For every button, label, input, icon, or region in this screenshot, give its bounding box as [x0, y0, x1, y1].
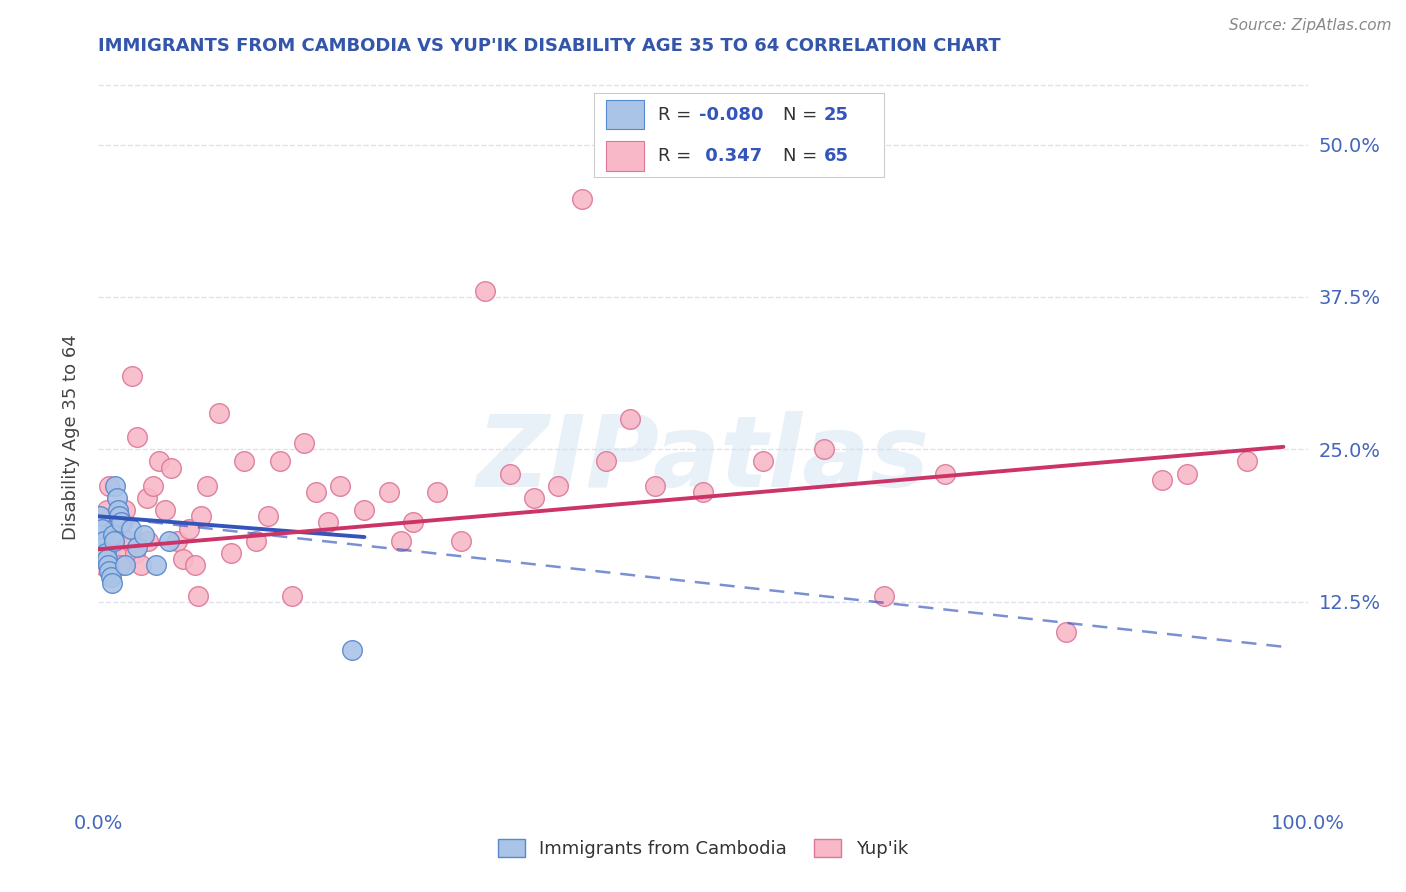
Point [100, 576, 122, 591]
Point [93, 546, 115, 560]
Point [179, 521, 201, 535]
Point [619, 412, 641, 426]
Point [208, 406, 231, 420]
Point [107, 527, 129, 541]
Point [187, 589, 209, 603]
Point [172, 552, 194, 566]
Point [91, 540, 114, 554]
Point [873, 589, 896, 603]
Point [145, 558, 167, 573]
Point [153, 503, 176, 517]
Point [93, 533, 115, 548]
Point [107, 503, 129, 517]
Point [389, 533, 412, 548]
Point [100, 570, 122, 584]
Point [97, 558, 120, 573]
Point [342, 643, 364, 657]
Point [245, 533, 267, 548]
Point [157, 533, 180, 548]
Point [1054, 625, 1077, 640]
Point [108, 558, 131, 573]
Point [1175, 467, 1198, 481]
Point [329, 479, 352, 493]
Point [221, 546, 243, 560]
Point [377, 485, 399, 500]
Point [98, 564, 121, 578]
Point [498, 467, 520, 481]
Point [101, 533, 124, 548]
Point [111, 516, 134, 530]
Point [752, 454, 775, 468]
Point [89, 509, 111, 524]
Point [184, 558, 207, 573]
Point [160, 460, 183, 475]
Point [118, 533, 141, 548]
Point [98, 479, 121, 493]
Point [90, 527, 112, 541]
Point [114, 558, 136, 573]
Point [96, 503, 118, 517]
Point [114, 503, 136, 517]
Point [134, 527, 156, 541]
Point [108, 509, 131, 524]
Point [571, 192, 593, 206]
Point [523, 491, 546, 505]
Point [90, 552, 112, 566]
Point [269, 454, 291, 468]
Point [121, 369, 143, 384]
Point [474, 284, 496, 298]
Text: ZIPatlas: ZIPatlas [477, 410, 929, 508]
Point [195, 479, 218, 493]
Point [91, 521, 114, 535]
Point [232, 454, 254, 468]
Point [292, 436, 315, 450]
Point [813, 442, 835, 457]
Point [316, 516, 339, 530]
Point [101, 527, 124, 541]
Point [100, 540, 122, 554]
Point [692, 485, 714, 500]
Point [127, 430, 149, 444]
Point [142, 479, 165, 493]
Legend: Immigrants from Cambodia, Yup'ik: Immigrants from Cambodia, Yup'ik [489, 830, 917, 867]
Point [127, 540, 149, 554]
Point [547, 479, 569, 493]
Point [1236, 454, 1258, 468]
Point [110, 516, 132, 530]
Point [256, 509, 278, 524]
Point [129, 558, 152, 573]
Point [305, 485, 328, 500]
Point [190, 509, 212, 524]
Point [135, 491, 157, 505]
Point [402, 516, 425, 530]
Point [94, 546, 117, 560]
Point [103, 533, 125, 548]
Point [450, 533, 472, 548]
Point [934, 467, 956, 481]
Text: Source: ZipAtlas.com: Source: ZipAtlas.com [1229, 18, 1392, 33]
Point [105, 546, 128, 560]
Point [105, 491, 128, 505]
Point [353, 503, 375, 517]
Point [166, 533, 188, 548]
Point [124, 546, 146, 560]
Point [104, 479, 127, 493]
Point [136, 533, 159, 548]
Point [644, 479, 666, 493]
Point [120, 521, 142, 535]
Point [595, 454, 617, 468]
Point [426, 485, 449, 500]
Point [91, 558, 114, 573]
Point [148, 454, 170, 468]
Point [104, 521, 127, 535]
Text: IMMIGRANTS FROM CAMBODIA VS YUP'IK DISABILITY AGE 35 TO 64 CORRELATION CHART: IMMIGRANTS FROM CAMBODIA VS YUP'IK DISAB… [98, 37, 1001, 54]
Point [1152, 473, 1174, 487]
Point [96, 552, 118, 566]
Y-axis label: Disability Age 35 to 64: Disability Age 35 to 64 [62, 334, 80, 540]
Point [281, 589, 304, 603]
